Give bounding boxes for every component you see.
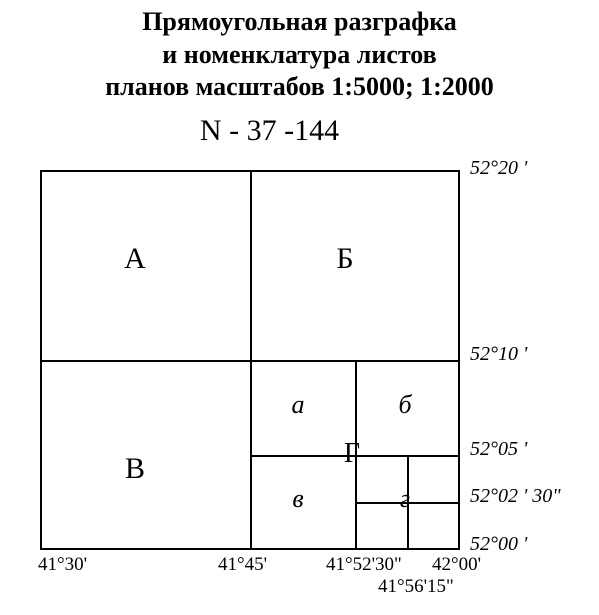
lat-tick-2: 52°05 ': [470, 438, 527, 461]
lon-tick-4: 41°56'15": [378, 576, 454, 598]
title-line-2: и номенклатура листов: [0, 39, 599, 72]
quadrant-label-1: Б: [325, 242, 365, 276]
lat-tick-3: 52°02 ' 30": [470, 485, 561, 508]
quadrant-label-2: В: [115, 452, 155, 486]
lon-tick-3: 42°00': [432, 554, 481, 576]
sheet-label: N - 37 -144: [0, 114, 599, 148]
lat-tick-4: 52°00 ': [470, 533, 527, 556]
sub-label-3: г: [385, 484, 425, 514]
title-block: Прямоугольная разграфка и номенклатура л…: [0, 0, 599, 104]
lon-tick-0: 41°30': [38, 554, 87, 576]
grid-line-1: [40, 360, 460, 362]
diagram-stage: АБВГабвг52°20 '52°10 '52°05 '52°02 ' 30"…: [40, 170, 460, 550]
lon-tick-1: 41°45': [218, 554, 267, 576]
title-line-1: Прямоугольная разграфка: [0, 6, 599, 39]
sub-label-0: а: [278, 390, 318, 420]
quadrant-label-3: Г: [332, 438, 372, 470]
lon-tick-2: 41°52'30": [326, 554, 402, 576]
lat-tick-0: 52°20 ': [470, 157, 527, 180]
quadrant-label-0: А: [115, 242, 155, 276]
lat-tick-1: 52°10 ': [470, 343, 527, 366]
title-line-3: планов масштабов 1:5000; 1:2000: [0, 71, 599, 104]
sub-label-2: в: [278, 484, 318, 514]
sub-label-1: б: [385, 390, 425, 420]
